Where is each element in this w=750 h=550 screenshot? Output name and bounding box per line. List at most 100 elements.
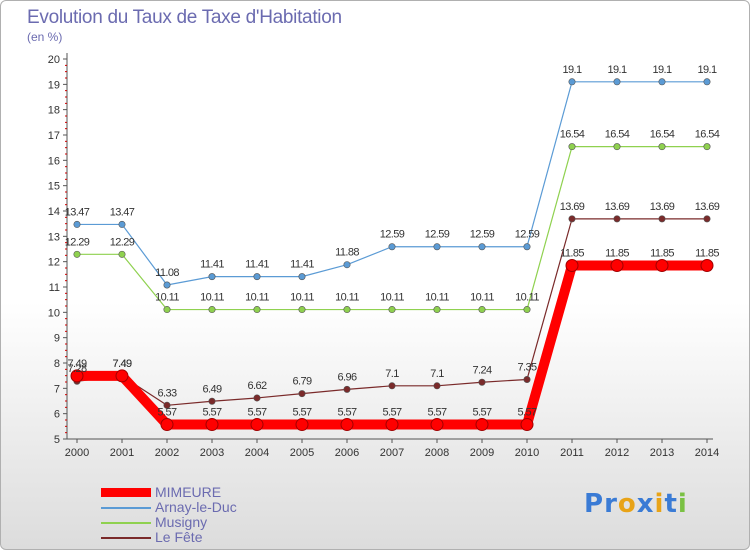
- data-point: [478, 306, 486, 314]
- data-label: 12.29: [65, 236, 90, 248]
- data-label: 11.88: [335, 247, 359, 259]
- data-label: 13.69: [560, 201, 585, 213]
- y-tick-label: 14: [48, 206, 60, 218]
- legend-label-musigny: Musigny: [155, 514, 208, 530]
- data-point: [343, 306, 351, 314]
- logo-letter: t: [664, 489, 678, 519]
- data-point: [565, 258, 579, 272]
- data-point: [118, 220, 126, 228]
- data-label: 7.28: [67, 363, 86, 375]
- data-label: 10.11: [290, 292, 314, 304]
- x-tick-label: 2010: [515, 447, 539, 459]
- x-tick-label: 2004: [245, 447, 269, 459]
- proxiti-logo: Proxiti: [584, 489, 688, 519]
- data-point: [118, 250, 126, 258]
- series-line-0: [77, 260, 707, 430]
- x-tick-label: 2000: [65, 447, 89, 459]
- data-label: 16.54: [650, 129, 675, 141]
- logo-letter: i: [677, 489, 688, 519]
- y-tick-label: 15: [48, 181, 60, 193]
- x-tick-label: 2012: [605, 447, 629, 459]
- data-label: 5.57: [517, 407, 536, 419]
- data-label: 11.08: [155, 267, 179, 279]
- y-tick-label: 9: [54, 333, 60, 345]
- data-point: [253, 394, 261, 402]
- data-point: [70, 369, 84, 383]
- data-point: [655, 258, 669, 272]
- y-tick-label: 20: [48, 54, 60, 66]
- data-point: [295, 418, 309, 432]
- data-point: [568, 215, 576, 223]
- data-point: [343, 261, 351, 269]
- legend-label-arnay: Arnay-le-Duc: [155, 499, 237, 515]
- y-tick-label: 19: [48, 79, 60, 91]
- data-label: 10.11: [380, 292, 404, 304]
- data-label: 10.11: [200, 292, 224, 304]
- data-point: [250, 418, 264, 432]
- data-label: 11.41: [200, 259, 224, 271]
- data-label: 10.11: [155, 292, 179, 304]
- y-tick-label: 13: [48, 231, 60, 243]
- x-tick-label: 2001: [110, 447, 134, 459]
- data-point: [610, 258, 624, 272]
- data-label: 11.85: [650, 247, 674, 259]
- data-label: 19.1: [652, 64, 671, 76]
- data-label: 13.47: [65, 206, 90, 218]
- data-label: 10.11: [470, 292, 494, 304]
- data-label: 11.41: [290, 259, 314, 271]
- data-label: 16.54: [560, 129, 585, 141]
- legend-swatch-mimeure: [101, 488, 151, 497]
- y-tick-label: 11: [49, 282, 60, 294]
- data-point: [343, 385, 351, 393]
- x-tick-label: 2011: [560, 447, 584, 459]
- data-label: 13.69: [605, 201, 630, 213]
- data-point: [433, 306, 441, 314]
- y-axis-ticks: 5 6 7 8 9 10 11 12 13 14 15 16 17 18 19 20: [48, 54, 67, 446]
- logo-letter: P: [584, 489, 605, 519]
- data-point: [703, 215, 711, 223]
- logo-letter: o: [617, 489, 637, 519]
- data-label: 6.33: [157, 387, 176, 399]
- data-label: 10.11: [335, 292, 359, 304]
- legend-label-le-fete: Le Fête: [155, 529, 203, 545]
- data-label: 5.57: [292, 407, 311, 419]
- x-tick-label: 2007: [380, 447, 404, 459]
- data-label: 6.96: [337, 371, 356, 383]
- legend-swatch-musigny: [101, 522, 151, 524]
- data-label: 5.57: [382, 407, 401, 419]
- data-point: [208, 397, 216, 405]
- data-point: [475, 418, 489, 432]
- y-tick-label: 18: [48, 105, 60, 117]
- data-point: [658, 78, 666, 86]
- data-point: [253, 273, 261, 281]
- y-tick-label: 10: [48, 307, 60, 319]
- data-point: [298, 273, 306, 281]
- data-point: [523, 243, 531, 251]
- data-point: [73, 220, 81, 228]
- logo-letter: x: [636, 489, 655, 519]
- data-point: [388, 306, 396, 314]
- data-label: 19.1: [697, 64, 716, 76]
- data-label: 6.79: [292, 376, 311, 388]
- chart-unit-label: (en %): [27, 30, 63, 44]
- data-point: [163, 401, 171, 409]
- data-point: [703, 143, 711, 151]
- data-label: 11.85: [695, 247, 719, 259]
- data-label: 6.62: [247, 380, 266, 392]
- data-label: 16.54: [695, 129, 720, 141]
- data-point: [208, 306, 216, 314]
- data-point: [700, 258, 714, 272]
- chart-title: Evolution du Taux de Taxe d'Habitation: [27, 7, 342, 28]
- data-point: [205, 418, 219, 432]
- legend-label-mimeure: MIMEURE: [155, 484, 222, 500]
- data-label: 16.54: [605, 129, 630, 141]
- data-label: 12.59: [380, 229, 405, 241]
- data-labels-layer: 7.49 7.49 5.57 5.57 5.57 5.57 5.57 5.57 5.57 5.57…: [65, 64, 721, 419]
- data-label: 13.47: [110, 206, 135, 218]
- data-point: [478, 243, 486, 251]
- series-layer: [70, 78, 714, 432]
- legend-swatch-arnay: [101, 507, 151, 509]
- x-tick-label: 2009: [470, 447, 494, 459]
